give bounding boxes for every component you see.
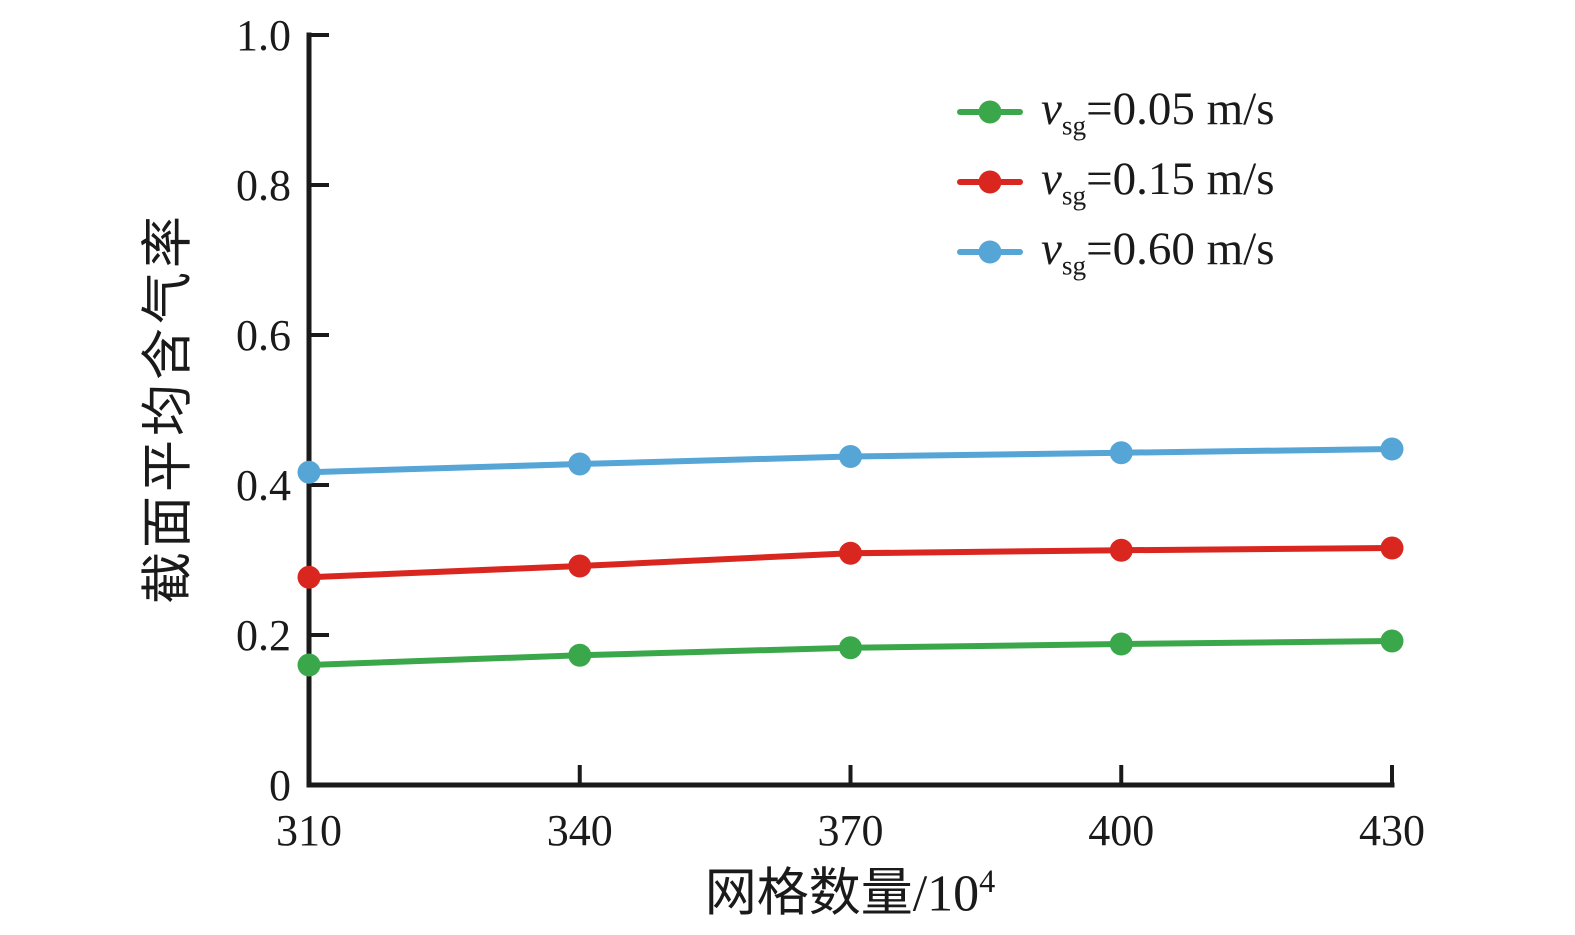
legend-label: vsg=0.15 m/s — [1041, 152, 1275, 211]
x-tick-label: 400 — [1088, 806, 1154, 855]
data-point-series-2 — [1380, 437, 1404, 461]
x-axis-title-text: 网格数量/10 — [704, 865, 980, 923]
legend-entry-vsg-060: vsg=0.60 m/s — [957, 217, 1275, 287]
y-tick-label: 0.4 — [236, 461, 291, 510]
legend-label: vsg=0.05 m/s — [1041, 82, 1275, 141]
legend-entry-vsg-005: vsg=0.05 m/s — [957, 77, 1275, 147]
y-tick-label: 1.0 — [236, 11, 291, 60]
legend-dot-marker — [978, 170, 1002, 194]
data-point-series-2 — [568, 452, 592, 476]
x-axis-title-exponent: 4 — [979, 863, 996, 900]
data-point-series-1 — [1109, 538, 1133, 562]
legend-variable: v — [1041, 223, 1062, 276]
legend-line-marker — [957, 240, 1023, 264]
x-tick-label: 430 — [1359, 806, 1425, 855]
data-point-series-1 — [297, 565, 321, 589]
data-point-series-0 — [568, 643, 592, 667]
y-tick-label: 0 — [269, 761, 291, 810]
data-point-series-0 — [1109, 632, 1133, 656]
legend-dot-marker — [978, 240, 1002, 264]
x-tick-label: 310 — [276, 806, 342, 855]
legend-variable: v — [1041, 83, 1062, 136]
legend-subscript: sg — [1061, 250, 1087, 281]
data-point-series-0 — [297, 653, 321, 677]
data-point-series-2 — [1109, 441, 1133, 465]
legend: vsg=0.05 m/s vsg=0.15 m/s vsg=0.60 m/s — [957, 77, 1275, 287]
x-axis-title: 网格数量/104 — [705, 851, 996, 926]
legend-entry-vsg-015: vsg=0.15 m/s — [957, 147, 1275, 217]
data-point-series-0 — [839, 636, 862, 660]
legend-label: vsg=0.60 m/s — [1041, 222, 1275, 281]
data-point-series-1 — [1380, 536, 1404, 560]
legend-value: =0.15 m/s — [1086, 153, 1275, 206]
legend-value: =0.60 m/s — [1086, 223, 1275, 276]
legend-line-marker — [957, 100, 1023, 124]
y-tick-label: 0.6 — [236, 311, 291, 360]
data-point-series-1 — [839, 541, 862, 565]
x-tick-label: 340 — [547, 806, 613, 855]
y-axis-title: 截面平均含气率 — [140, 211, 198, 605]
legend-dot-marker — [978, 100, 1002, 124]
legend-line-marker — [957, 170, 1023, 194]
legend-variable: v — [1041, 153, 1062, 206]
legend-subscript: sg — [1061, 110, 1087, 141]
data-point-series-0 — [1380, 629, 1404, 653]
data-point-series-2 — [297, 460, 321, 484]
legend-subscript: sg — [1061, 180, 1087, 211]
y-tick-label: 0.8 — [236, 161, 291, 210]
x-tick-label: 370 — [818, 806, 884, 855]
legend-value: =0.05 m/s — [1086, 83, 1275, 136]
y-tick-label: 0.2 — [236, 611, 291, 660]
data-point-series-1 — [568, 554, 592, 578]
data-point-series-2 — [839, 445, 862, 468]
